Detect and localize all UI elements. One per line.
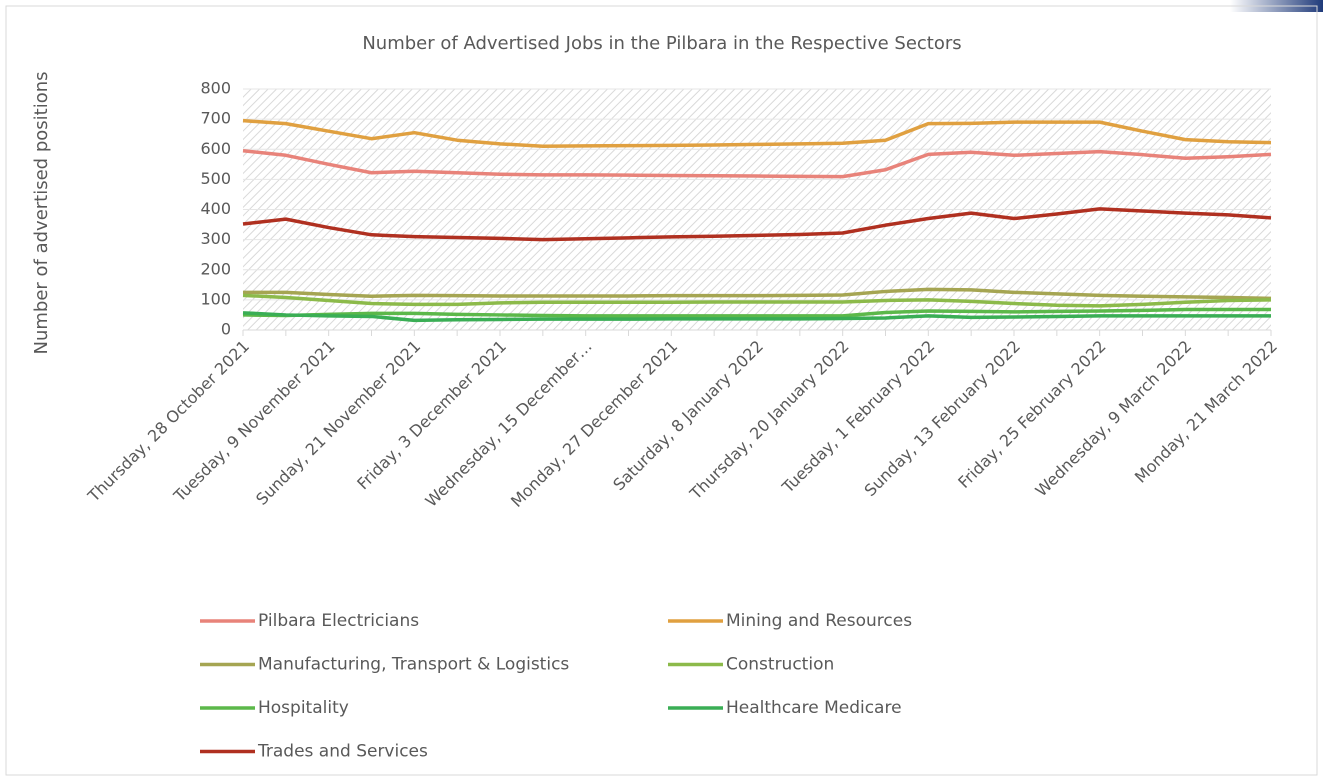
legend-label: Manufacturing, Transport & Logistics — [258, 655, 569, 675]
y-tick-label: 300 — [200, 229, 231, 248]
series-line — [242, 307, 1271, 318]
x-tick-label: Sunday, 13 February 2022 — [861, 337, 1024, 500]
x-tick-label: Tuesday, 1 February 2022 — [778, 337, 939, 498]
x-tick-label: Thursday, 28 October 2021 — [83, 337, 253, 507]
y-tick-label: 0 — [221, 320, 231, 339]
x-tick-label: Thursday, 20 January 2022 — [685, 337, 852, 504]
x-tick-label: Monday, 21 March 2022 — [1131, 337, 1281, 487]
chart-border — [5, 5, 1318, 776]
x-tick-label: Wednesday, 9 March 2022 — [1032, 337, 1196, 501]
chart-title: Number of Advertised Jobs in the Pilbara… — [362, 33, 961, 54]
x-tick-label: Friday, 25 February 2022 — [954, 337, 1109, 492]
x-tick-label: Wednesday, 15 December… — [422, 337, 596, 511]
x-tick-label: Saturday, 8 January 2022 — [609, 337, 767, 495]
x-tick-label: Friday, 3 December 2021 — [353, 337, 510, 494]
series-line — [242, 149, 1272, 179]
y-tick-label: 400 — [200, 199, 231, 218]
x-tick-label: Monday, 27 December 2021 — [507, 337, 681, 511]
legend-label: Mining and Resources — [726, 611, 912, 631]
y-tick-label: 200 — [200, 259, 231, 278]
legend-label: Healthcare Medicare — [726, 698, 902, 718]
y-axis-label: Number of advertised positions — [31, 71, 52, 354]
y-tick-label: 600 — [200, 139, 231, 158]
series-line — [242, 293, 1272, 308]
y-tick-label: 800 — [200, 79, 231, 98]
y-tick-label: 100 — [200, 289, 231, 308]
legend-label: Hospitality — [258, 698, 349, 718]
series-line — [242, 311, 1271, 323]
series-line — [243, 287, 1272, 301]
legend-label: Construction — [726, 655, 834, 675]
x-tick-label: Tuesday, 9 November 2021 — [169, 337, 338, 506]
series-line — [242, 118, 1272, 148]
y-tick-label: 700 — [200, 109, 231, 128]
series-line — [242, 207, 1272, 242]
legend-label: Pilbara Electricians — [258, 611, 419, 631]
legend-label: Trades and Services — [257, 742, 428, 762]
x-tick-label: Sunday, 21 November 2021 — [252, 337, 424, 509]
y-tick-label: 500 — [200, 169, 231, 188]
